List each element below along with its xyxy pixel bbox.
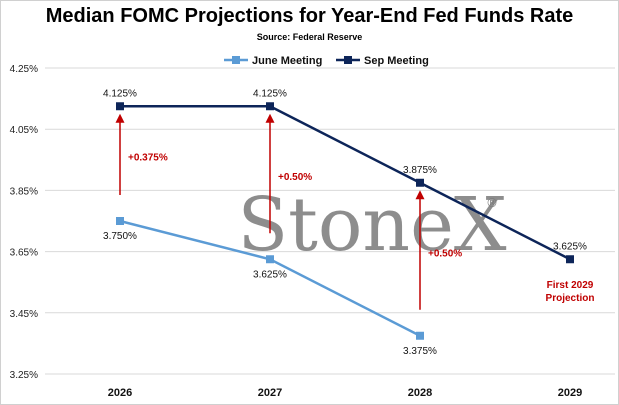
increase-label: +0.375% — [128, 153, 168, 164]
legend-june-marker — [232, 56, 240, 64]
series — [116, 102, 574, 340]
x-axis-ticks: 2026 2027 2028 2029 — [108, 387, 582, 399]
stonex-watermark: StoneX ® — [237, 182, 506, 268]
data-label: 3.625% — [553, 241, 587, 252]
increase-label: +0.50% — [428, 248, 462, 259]
june-meeting-point — [416, 331, 424, 340]
y-tick-label: 4.25% — [10, 64, 38, 75]
legend-sep-label: Sep Meeting — [364, 55, 429, 67]
june-meeting-point — [266, 255, 274, 264]
x-tick-label: 2029 — [558, 387, 582, 399]
x-tick-label: 2027 — [258, 387, 282, 399]
data-label: 3.375% — [403, 346, 437, 357]
sep-meeting-line — [120, 105, 571, 261]
registered-mark: ® — [486, 196, 498, 210]
annotations: +0.375% +0.50% +0.50% First 2029 Projection — [115, 113, 595, 310]
june-meeting-point — [116, 217, 124, 225]
projection-note: First 2029 — [547, 280, 594, 291]
y-axis-ticks: 3.25% 3.45% 3.65% 3.85% 4.05% 4.25% — [10, 64, 38, 381]
y-tick-label: 3.85% — [10, 186, 38, 197]
data-label: 4.125% — [253, 88, 287, 99]
legend-sep-marker — [344, 56, 352, 64]
gridlines — [45, 67, 615, 375]
legend-june-label: June Meeting — [252, 55, 322, 67]
x-tick-label: 2026 — [108, 387, 132, 399]
data-labels: 3.750% 3.625% 3.375% 4.125% 4.125% 3.875% 3.62… — [103, 88, 587, 357]
data-label: 4.125% — [103, 88, 137, 99]
data-label: 3.875% — [403, 165, 437, 176]
data-label: 3.625% — [253, 269, 287, 280]
watermark-text: StoneX — [237, 182, 506, 268]
sep-meeting-point — [416, 178, 424, 187]
sep-meeting-point — [566, 255, 574, 264]
sep-meeting-point — [116, 102, 124, 111]
y-tick-label: 3.25% — [10, 370, 38, 381]
sep-meeting-point — [266, 102, 274, 111]
legend: June Meeting Sep Meeting — [224, 55, 429, 67]
data-label: 3.750% — [103, 231, 137, 242]
x-tick-label: 2028 — [408, 387, 432, 399]
y-tick-label: 4.05% — [10, 125, 38, 136]
y-tick-label: 3.65% — [10, 248, 38, 259]
y-tick-label: 3.45% — [10, 309, 38, 320]
chart-subtitle: Source: Federal Reserve — [256, 32, 363, 42]
projection-note: Projection — [546, 293, 595, 304]
increase-label: +0.50% — [278, 172, 312, 183]
chart-title: Median FOMC Projections for Year-End Fed… — [45, 5, 574, 27]
